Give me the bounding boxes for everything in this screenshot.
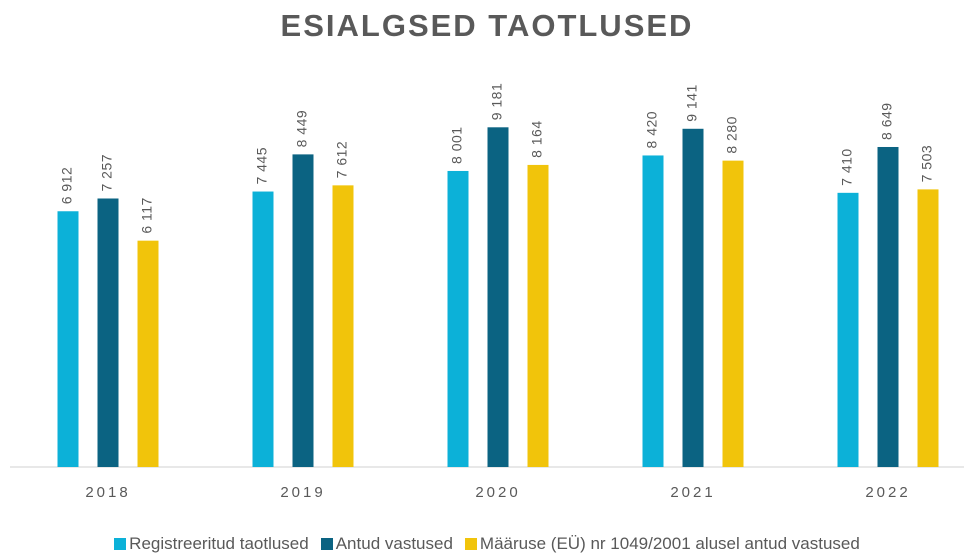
chart: ESIALGSED TAOTLUSED 2018 6 912 7 257 6 117 2… xyxy=(10,8,964,501)
chart-title: ESIALGSED TAOTLUSED xyxy=(281,8,694,43)
data-label: 7 257 xyxy=(99,154,115,192)
data-label: 7 410 xyxy=(839,148,855,186)
legend-item: Määruse (EÜ) nr 1049/2001 alusel antud v… xyxy=(464,534,860,554)
data-label: 9 181 xyxy=(489,83,505,121)
bar xyxy=(487,127,509,467)
x-tick-label: 2021 xyxy=(670,484,715,501)
data-label: 7 612 xyxy=(334,141,350,179)
legend-swatch xyxy=(320,538,333,550)
legend-swatch xyxy=(464,538,477,550)
bar xyxy=(137,240,159,467)
bar xyxy=(57,211,79,467)
bar xyxy=(837,192,859,467)
bar xyxy=(332,185,354,467)
data-label: 8 449 xyxy=(294,110,310,148)
data-label: 7 445 xyxy=(254,147,270,185)
data-label: 7 503 xyxy=(919,145,935,183)
legend-swatch xyxy=(114,538,127,550)
legend: Registreeritud taotlused Antud vastused Mä… xyxy=(0,534,974,554)
legend-label: Antud vastused xyxy=(335,534,453,553)
data-label: 6 912 xyxy=(59,167,75,205)
bar xyxy=(447,170,469,467)
legend-label: Registreeritud taotlused xyxy=(129,534,309,553)
bar xyxy=(917,189,939,467)
bar xyxy=(722,160,744,467)
x-tick-label: 2019 xyxy=(280,484,325,501)
x-tick-label: 2018 xyxy=(85,484,130,501)
data-label: 8 001 xyxy=(449,126,465,164)
legend-item: Antud vastused xyxy=(320,534,453,554)
x-tick-label: 2022 xyxy=(865,484,910,501)
bar xyxy=(527,164,549,467)
bar xyxy=(642,155,664,467)
data-label: 8 280 xyxy=(724,116,740,154)
bar xyxy=(682,128,704,467)
bar xyxy=(292,154,314,467)
legend-item: Registreeritud taotlused xyxy=(114,534,309,554)
bar xyxy=(877,146,899,467)
bar xyxy=(252,191,274,467)
data-label: 8 420 xyxy=(644,111,660,149)
legend-label: Määruse (EÜ) nr 1049/2001 alusel antud v… xyxy=(479,534,860,553)
data-label: 9 141 xyxy=(684,84,700,122)
data-label: 6 117 xyxy=(139,197,155,234)
x-tick-label: 2020 xyxy=(475,484,520,501)
data-label: 8 649 xyxy=(879,102,895,140)
data-label: 8 164 xyxy=(529,120,545,158)
bar xyxy=(97,198,119,467)
